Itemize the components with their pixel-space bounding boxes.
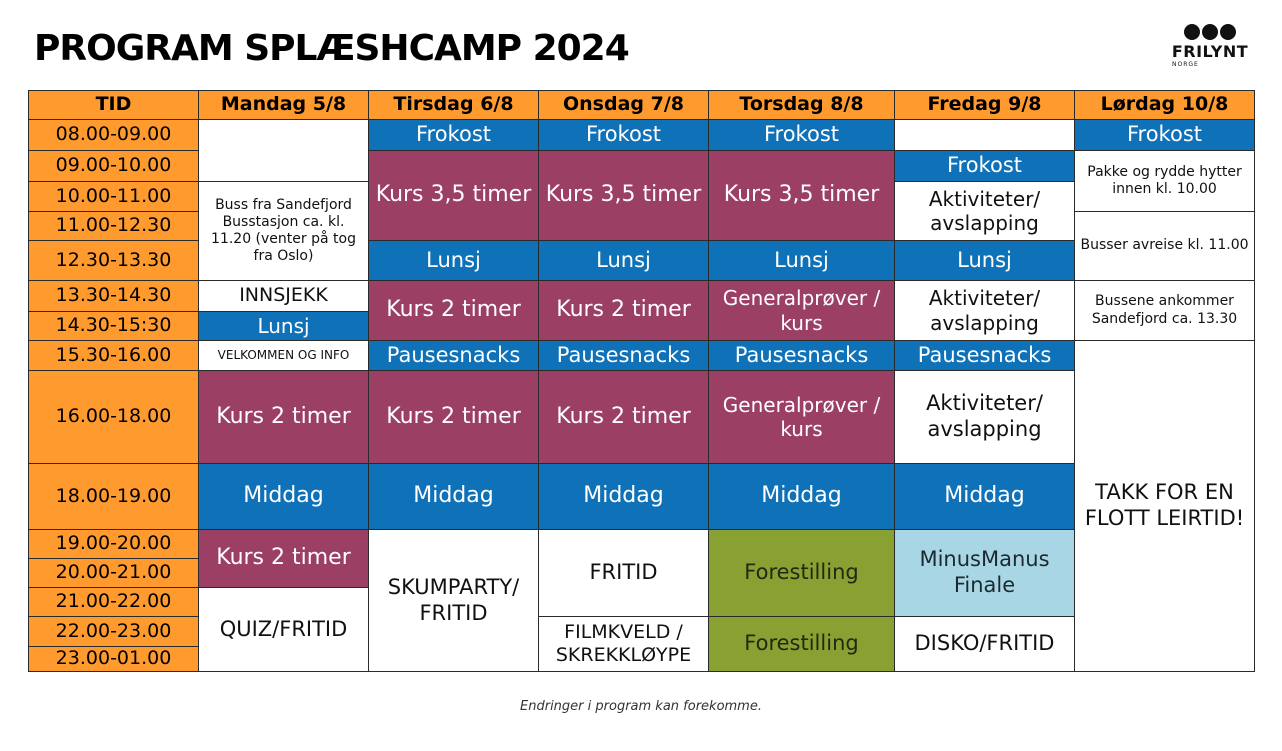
schedule-cell: Lunsj	[894, 240, 1075, 281]
time-slot: 11.00-12.30	[28, 211, 199, 241]
schedule-cell: Kurs 3,5 timer	[708, 150, 895, 241]
schedule-cell: Middag	[538, 463, 709, 530]
column-header-day: Lørdag 10/8	[1074, 90, 1255, 120]
schedule-cell: Aktiviteter/ avslapping	[894, 181, 1075, 241]
time-slot: 09.00-10.00	[28, 150, 199, 182]
time-slot: 23.00-01.00	[28, 646, 199, 672]
schedule-cell: Frokost	[538, 119, 709, 151]
schedule-cell: Generalprøver / kurs	[708, 280, 895, 341]
logo-mark-icon	[1170, 24, 1250, 40]
schedule-cell: Kurs 2 timer	[368, 370, 539, 464]
schedule-cell: Forestilling	[708, 616, 895, 672]
schedule-cell: Pakke og rydde hytter innen kl. 10.00	[1074, 150, 1255, 212]
schedule-cell: Lunsj	[368, 240, 539, 281]
schedule-cell: Kurs 2 timer	[538, 370, 709, 464]
schedule-cell: Frokost	[368, 119, 539, 151]
schedule-cell: Kurs 2 timer	[538, 280, 709, 341]
time-slot: 12.30-13.30	[28, 240, 199, 281]
time-slot: 13.30-14.30	[28, 280, 199, 312]
schedule-cell: Forestilling	[708, 529, 895, 617]
schedule-cell: Buss fra Sandefjord Busstasjon ca. kl. 1…	[198, 181, 369, 281]
schedule-cell: Pausesnacks	[894, 340, 1075, 371]
column-header-day: Fredag 9/8	[894, 90, 1075, 120]
column-header-day: Mandag 5/8	[198, 90, 369, 120]
schedule-cell: VELKOMMEN OG INFO	[198, 340, 369, 371]
column-header-day: Onsdag 7/8	[538, 90, 709, 120]
schedule-cell: Middag	[894, 463, 1075, 530]
schedule-cell: Pausesnacks	[538, 340, 709, 371]
schedule-cell	[198, 119, 369, 182]
schedule-cell: Busser avreise kl. 11.00	[1074, 211, 1255, 281]
schedule-cell: Aktiviteter/ avslapping	[894, 370, 1075, 464]
schedule-cell: INNSJEKK	[198, 280, 369, 312]
schedule-cell: Aktiviteter/ avslapping	[894, 280, 1075, 341]
schedule-cell: Middag	[708, 463, 895, 530]
time-slot: 14.30-15:30	[28, 311, 199, 341]
time-slot: 10.00-11.00	[28, 181, 199, 212]
schedule-cell: Frokost	[1074, 119, 1255, 151]
schedule-cell: Pausesnacks	[708, 340, 895, 371]
time-slot: 22.00-23.00	[28, 616, 199, 647]
time-slot: 20.00-21.00	[28, 558, 199, 588]
schedule-cell: Kurs 3,5 timer	[538, 150, 709, 241]
logo-name: FRILYNT	[1171, 42, 1249, 61]
page-title: PROGRAM SPLÆSHCAMP 2024	[34, 28, 630, 69]
time-slot: 08.00-09.00	[28, 119, 199, 151]
schedule-cell: SKUMPARTY/ FRITID	[368, 529, 539, 672]
column-header-time: TID	[28, 90, 199, 120]
schedule-cell: FILMKVELD / SKREKKLØYPE	[538, 616, 709, 672]
time-slot: 18.00-19.00	[28, 463, 199, 530]
time-slot: 15.30-16.00	[28, 340, 199, 371]
schedule-cell: Lunsj	[708, 240, 895, 281]
schedule-cell: Lunsj	[198, 311, 369, 341]
frilynt-logo: FRILYNT NORGE	[1170, 24, 1250, 82]
schedule-cell	[894, 119, 1075, 151]
schedule-cell: Bussene ankommer Sandefjord ca. 13.30	[1074, 280, 1255, 341]
footer-note: Endringer i program kan forekomme.	[520, 699, 762, 714]
schedule-cell: Pausesnacks	[368, 340, 539, 371]
column-header-day: Torsdag 8/8	[708, 90, 895, 120]
schedule-cell: Middag	[368, 463, 539, 530]
schedule-cell: MinusManus Finale	[894, 529, 1075, 617]
time-slot: 21.00-22.00	[28, 587, 199, 617]
schedule-cell: DISKO/FRITID	[894, 616, 1075, 672]
schedule-cell: Kurs 2 timer	[198, 370, 369, 464]
time-slot: 19.00-20.00	[28, 529, 199, 559]
logo-sub: NORGE	[1172, 61, 1199, 68]
column-header-day: Tirsdag 6/8	[368, 90, 539, 120]
schedule-cell: Kurs 2 timer	[368, 280, 539, 341]
schedule-cell: TAKK FOR EN FLOTT LEIRTID!	[1074, 340, 1255, 672]
schedule-cell: Kurs 3,5 timer	[368, 150, 539, 241]
schedule-cell: Frokost	[708, 119, 895, 151]
schedule-cell: Generalprøver / kurs	[708, 370, 895, 464]
schedule-cell: Lunsj	[538, 240, 709, 281]
time-slot: 16.00-18.00	[28, 370, 199, 464]
schedule-cell: Kurs 2 timer	[198, 529, 369, 588]
schedule-cell: FRITID	[538, 529, 709, 617]
schedule-cell: Middag	[198, 463, 369, 530]
schedule-cell: Frokost	[894, 150, 1075, 182]
schedule-cell: QUIZ/FRITID	[198, 587, 369, 672]
